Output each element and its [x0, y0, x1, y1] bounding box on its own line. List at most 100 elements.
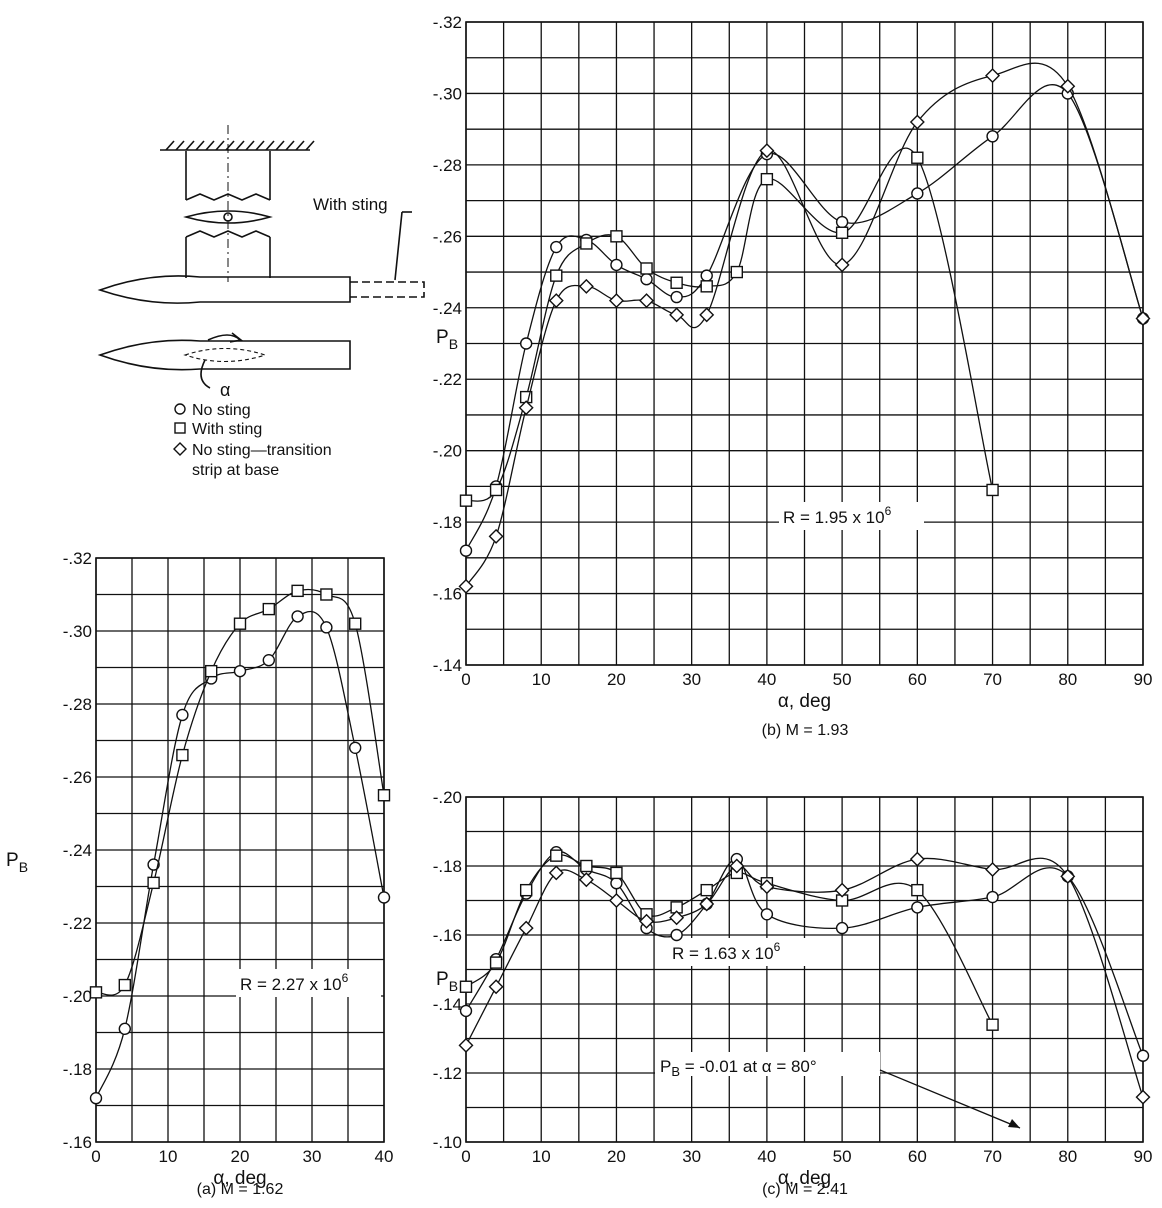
- x-tick-label: 60: [908, 1147, 927, 1166]
- reynolds-number-label: R = 1.63 x 106: [672, 940, 781, 963]
- data-point-diamond: [548, 865, 564, 881]
- data-point-diamond: [578, 872, 594, 888]
- data-point-diamond: [1060, 868, 1076, 884]
- data-point-square: [204, 664, 218, 678]
- x-tick-label: 10: [159, 1147, 178, 1166]
- x-tick-label: 0: [461, 1147, 470, 1166]
- chart-a-m162: 0 10 20 30 40 -.16 -.18 -.20 -.22 -.24 -.26 -.28 -.3…: [6, 549, 393, 1198]
- plot-frame: [95, 557, 385, 1143]
- data-point-square: [986, 1018, 999, 1031]
- legend-label-continued: strip at base: [192, 462, 279, 479]
- chart-caption: (a) M = 1.62: [197, 1181, 284, 1198]
- legend-label: With sting: [192, 421, 262, 438]
- data-point-square: [262, 602, 275, 616]
- data-point-circle: [700, 269, 713, 282]
- data-point-circle: [291, 610, 304, 623]
- x-tick-label: 80: [1058, 1147, 1077, 1166]
- data-point-diamond: [639, 913, 655, 929]
- data-point-square: [291, 584, 304, 598]
- grid: [465, 796, 1144, 1143]
- data-point-circle: [670, 928, 683, 942]
- data-point-circle: [147, 858, 160, 871]
- data-point-circle: [911, 901, 924, 914]
- grid: [95, 557, 385, 1143]
- data-point-circle: [349, 741, 362, 754]
- series-diamond: [458, 62, 1151, 594]
- data-point-circle: [610, 258, 623, 272]
- data-point-square: [700, 883, 713, 897]
- series-square: [89, 584, 391, 999]
- data-point-diamond: [608, 893, 624, 908]
- data-point-diamond: [669, 910, 685, 926]
- data-point-diamond: [759, 879, 775, 895]
- data-point-circle: [233, 664, 247, 678]
- data-point-square: [519, 883, 533, 897]
- data-point-diamond: [699, 307, 715, 323]
- x-tick-label: 40: [375, 1147, 394, 1166]
- legend-item-transition-strip: No sting—transition strip at base: [173, 442, 332, 479]
- data-point-circle: [610, 877, 623, 890]
- x-tick-label: 90: [1134, 670, 1153, 689]
- y-tick-label: -.22: [63, 914, 92, 933]
- data-point-diamond: [1135, 1089, 1151, 1105]
- data-point-diamond: [518, 920, 534, 936]
- with-sting-callout: With sting: [313, 195, 388, 214]
- y-tick-label: -.20: [63, 987, 92, 1006]
- chart-b-m193: 0 10 20 30 40 50 60 70 80 90 -.14 -.16 -.18 -.20 -.22 -…: [433, 13, 1153, 739]
- data-point-square: [550, 269, 563, 282]
- data-point-square: [489, 956, 503, 969]
- data-point-circle: [89, 1091, 103, 1105]
- data-point-diamond: [1135, 311, 1151, 326]
- x-tick-label: 30: [303, 1147, 322, 1166]
- data-point-diamond: [608, 293, 624, 309]
- data-point-square: [349, 617, 362, 630]
- x-tick-label: 30: [682, 1147, 701, 1166]
- data-point-diamond: [488, 979, 504, 995]
- reynolds-number-label: R = 2.27 x 106: [240, 971, 349, 994]
- x-tick-label: 10: [532, 1147, 551, 1166]
- y-tick-label: -.14: [433, 656, 462, 675]
- data-point-circle: [760, 908, 774, 921]
- plot-frame: [465, 796, 1144, 1143]
- data-point-circle: [986, 130, 999, 143]
- data-point-diamond: [458, 578, 474, 594]
- data-point-circle: [459, 544, 473, 557]
- data-point-circle: [640, 273, 653, 286]
- x-axis-label: α, deg: [213, 1168, 266, 1189]
- data-point-square: [377, 789, 391, 802]
- data-point-circle: [550, 240, 563, 254]
- x-tick-label: 50: [833, 1147, 852, 1166]
- data-point-square: [233, 617, 247, 630]
- data-point-diamond: [834, 257, 850, 273]
- x-tick-label: 60: [908, 670, 927, 689]
- y-tick-label: -.18: [433, 513, 462, 532]
- series-diamond: [458, 851, 1151, 1105]
- y-tick-label: -.22: [433, 370, 462, 389]
- y-tick-label: -.20: [433, 442, 462, 461]
- y-tick-label: -.24: [433, 299, 462, 318]
- x-tick-label: 30: [682, 670, 701, 689]
- data-point-circle: [670, 290, 683, 304]
- data-point-square: [118, 978, 132, 992]
- y-tick-label: -.10: [433, 1133, 462, 1152]
- x-tick-label: 0: [91, 1147, 100, 1166]
- legend-label: No sting—transition: [192, 442, 332, 459]
- data-point-square: [550, 849, 563, 862]
- data-point-square: [835, 226, 849, 239]
- annotation-text: PB = -0.01 at α = 80°: [660, 1057, 817, 1079]
- y-tick-label: -.20: [433, 788, 462, 807]
- y-axis-label: PB: [6, 850, 28, 875]
- model-sketch: With sting α: [97, 125, 425, 400]
- x-tick-label: 70: [983, 670, 1002, 689]
- annotation-arrow: [879, 1069, 1021, 1129]
- data-point-diamond: [488, 528, 504, 544]
- data-point-diamond: [729, 858, 745, 874]
- chart-caption: (c) M = 2.41: [762, 1181, 848, 1198]
- y-tick-label: -.28: [433, 156, 462, 175]
- legend-label: No sting: [192, 402, 251, 419]
- data-point-circle: [320, 621, 333, 634]
- data-point-diamond: [759, 143, 775, 159]
- data-point-circle: [262, 654, 275, 667]
- legend-item-with-sting: With sting: [174, 421, 262, 438]
- data-point-diamond: [699, 896, 715, 912]
